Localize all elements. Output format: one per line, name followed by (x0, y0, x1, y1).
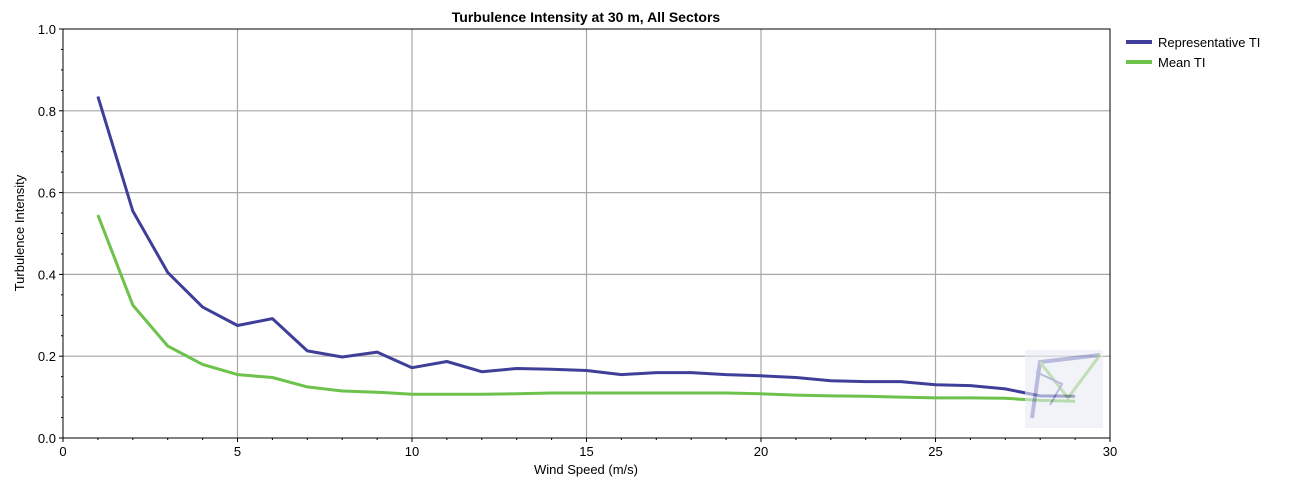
x-tick-label: 10 (405, 444, 419, 459)
y-tick-label: 0.4 (38, 267, 56, 282)
y-tick-label: 0.6 (38, 186, 56, 201)
series-group (96, 96, 1076, 403)
x-tick-label: 20 (754, 444, 768, 459)
y-tick-label: 1.0 (38, 22, 56, 37)
axes: 0 5 10 15 20 25 30 0.0 0.2 0.4 0.6 0.8 1.0 (38, 22, 1117, 459)
grid (63, 29, 1110, 438)
series-line-representative-ti (96, 96, 1076, 398)
chart-title: Turbulence Intensity at 30 m, All Sector… (452, 9, 721, 25)
x-tick-label: 30 (1103, 444, 1117, 459)
x-axis-label: Wind Speed (m/s) (534, 462, 638, 477)
plot-frame (62, 28, 1111, 439)
x-tick-label: 5 (234, 444, 241, 459)
legend-label: Mean TI (1158, 55, 1205, 70)
series-line-mean-ti (96, 214, 1076, 403)
x-tick-label: 25 (928, 444, 942, 459)
legend: Representative TI Mean TI (1126, 35, 1260, 70)
y-tick-label: 0.0 (38, 431, 56, 446)
legend-label: Representative TI (1158, 35, 1260, 50)
x-tick-label: 15 (579, 444, 593, 459)
y-tick-label: 0.8 (38, 104, 56, 119)
watermark-logo (1025, 350, 1103, 428)
y-axis-label: Turbulence Intensity (12, 174, 27, 291)
y-tick-label: 0.2 (38, 349, 56, 364)
x-tick-label: 0 (59, 444, 66, 459)
